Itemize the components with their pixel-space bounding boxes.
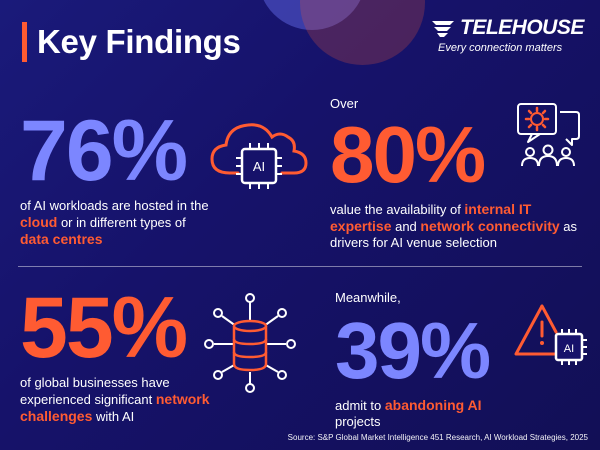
logo-name: TELEHOUSE	[460, 16, 584, 39]
highlight-text: abandoning AI	[384, 397, 482, 413]
stat-it-expertise: Over 80% value the availability of inter…	[330, 96, 590, 251]
stat-value: 76%	[20, 103, 188, 199]
section-divider	[18, 266, 582, 267]
stat-network-challenges: 55% of global businesses have experience…	[20, 285, 210, 425]
stat-description: value the availability of internal IT ex…	[330, 201, 590, 251]
stat-description: of global businesses have experienced si…	[20, 375, 210, 425]
stat-value: 80%	[330, 110, 486, 199]
description-text: value the availability of	[330, 202, 465, 217]
description-text: with AI	[92, 409, 135, 424]
description-text: or in different types of	[57, 215, 186, 230]
description-text: of global businesses have experienced si…	[20, 375, 170, 407]
stat-value: 55%	[20, 280, 188, 376]
description-text: projects	[335, 414, 381, 429]
title-block: Key Findings	[22, 22, 241, 62]
stat-description: admit to abandoning AI projects	[335, 397, 515, 430]
database-network-icon	[204, 293, 296, 393]
highlight-text: data centres	[20, 231, 103, 247]
stat-prefix: Meanwhile,	[335, 290, 401, 305]
stat-abandoned-projects: Meanwhile, 39% admit to abandoning AI pr…	[335, 290, 515, 430]
telehouse-logo: TELEHOUSE Every connection matters	[430, 16, 585, 54]
highlight-text: network connectivity	[420, 218, 560, 234]
stat-description: of AI workloads are hosted in the cloud …	[20, 198, 210, 248]
logo-tagline: Every connection matters	[438, 42, 563, 54]
highlight-text: internal IT expertise	[330, 201, 532, 234]
page-title: Key Findings	[37, 23, 241, 60]
title-accent-bar	[22, 22, 27, 62]
decorative-circle-orange	[300, 0, 425, 65]
telehouse-logo-mark-icon	[432, 21, 454, 37]
description-text: of AI workloads are hosted in the	[20, 198, 209, 213]
team-chat-gear-icon	[517, 103, 580, 167]
source-note: Source: S&P Global Market Intelligence 4…	[287, 433, 588, 442]
highlight-text: cloud	[20, 214, 58, 230]
highlight-text: network challenges	[20, 391, 210, 424]
description-text: as drivers for AI venue selection	[330, 219, 578, 250]
warning-ai-chip-icon: AI	[514, 304, 587, 365]
description-text: admit to	[335, 398, 385, 413]
cloud-chip-label: AI	[253, 159, 265, 174]
warning-chip-label: AI	[564, 343, 574, 355]
stat-prefix: Over	[330, 96, 359, 111]
description-text: and	[391, 219, 421, 234]
stat-value: 39%	[335, 306, 491, 395]
cloud-ai-chip-icon: AI	[210, 123, 308, 189]
stat-cloud-workloads: 76% of AI workloads are hosted in the cl…	[20, 108, 210, 248]
